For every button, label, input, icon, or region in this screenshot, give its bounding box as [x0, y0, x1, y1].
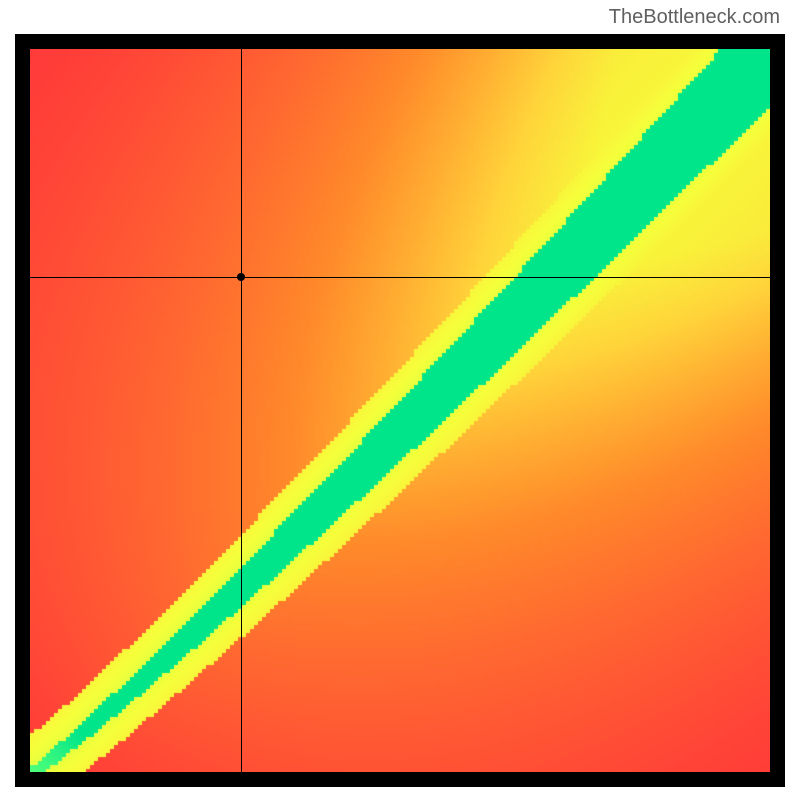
crosshair-vertical [241, 49, 242, 772]
crosshair-horizontal [30, 277, 770, 278]
bottleneck-heatmap [30, 49, 770, 772]
chart-frame [15, 34, 785, 787]
watermark-text: TheBottleneck.com [609, 6, 780, 29]
crosshair-point [237, 273, 245, 281]
